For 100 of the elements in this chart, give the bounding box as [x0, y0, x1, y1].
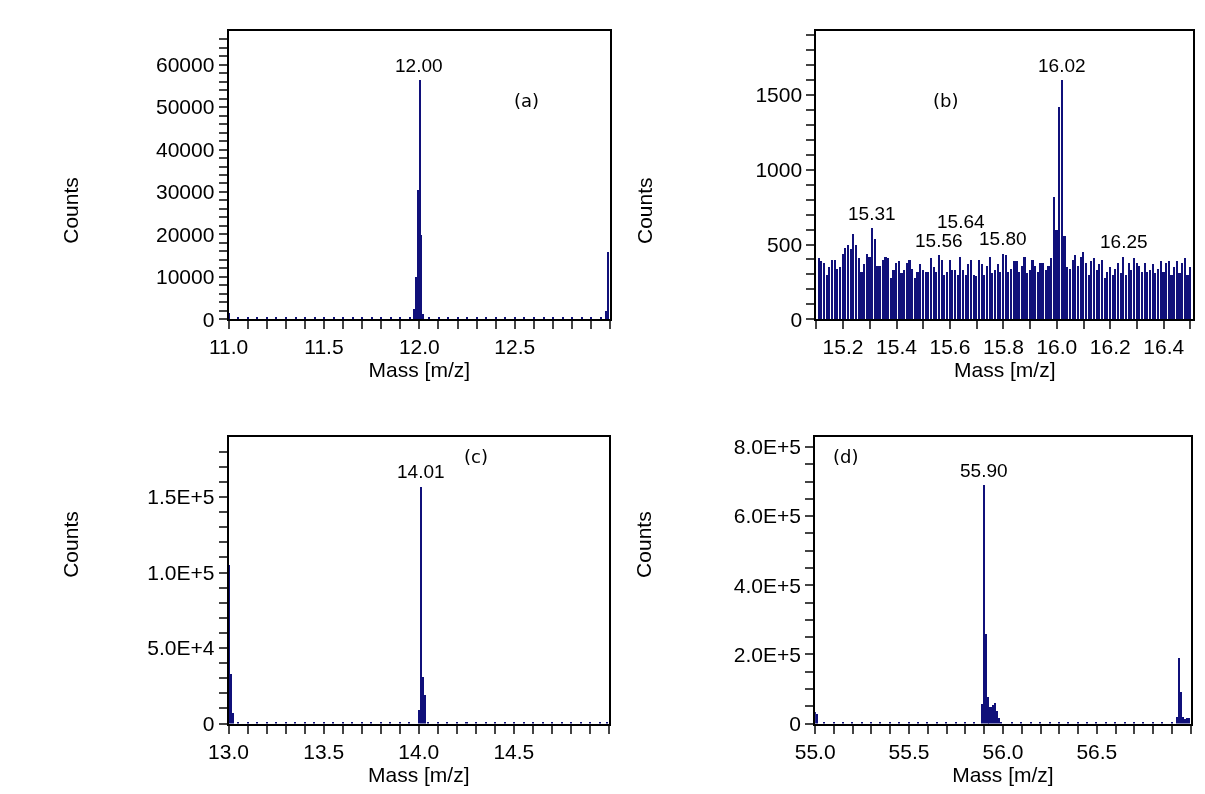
- bar: [898, 260, 901, 320]
- annotation: 14.01: [397, 461, 445, 482]
- x-axis-title: Mass [m/z]: [368, 358, 471, 382]
- bar: [1181, 262, 1184, 320]
- y-tick-label: 0: [789, 711, 801, 735]
- bar: [1031, 259, 1035, 320]
- x-axis-title: Mass [m/z]: [953, 358, 1056, 382]
- bar: [978, 259, 981, 320]
- x-tick-label: 15.6: [929, 335, 971, 359]
- bar: [1061, 79, 1064, 320]
- bar: [989, 256, 992, 320]
- bar: [871, 227, 874, 320]
- y-tick-label: 40000: [155, 137, 215, 161]
- y-tick-label: 1500: [755, 83, 803, 107]
- bar: [1072, 259, 1075, 320]
- bar: [1082, 251, 1085, 320]
- bar: [882, 259, 885, 320]
- bar: [967, 263, 970, 320]
- annotation: 16.02: [1038, 55, 1086, 76]
- y-tick-label: 0: [202, 307, 215, 331]
- x-tick-label: 14.5: [493, 739, 535, 763]
- bar: [847, 244, 850, 320]
- x-tick-label: 12.0: [398, 335, 440, 359]
- bar: [228, 564, 230, 724]
- y-axis-title: Counts: [58, 511, 82, 578]
- y-tick-label: 10000: [155, 265, 215, 289]
- bar: [1005, 254, 1008, 320]
- y-tick-label: 1.5E+5: [147, 485, 215, 509]
- bar: [997, 263, 1000, 320]
- bar: [820, 260, 823, 320]
- y-tick-label: 60000: [155, 53, 215, 77]
- bar: [1117, 262, 1120, 320]
- bar: [823, 262, 826, 320]
- y-tick-label: 30000: [155, 180, 215, 204]
- y-axis-title: Counts: [58, 177, 82, 244]
- x-tick-label: 13.0: [208, 739, 249, 763]
- y-tick-label: 1.0E+5: [147, 560, 215, 584]
- x-tick-label: 55.0: [794, 739, 836, 763]
- annotation: 15.31: [848, 203, 896, 224]
- annotation: 16.25: [1100, 231, 1148, 252]
- annotation: (c): [464, 446, 488, 467]
- x-tick-label: 11.0: [208, 335, 249, 359]
- bar: [1133, 257, 1136, 320]
- bar: [983, 484, 986, 724]
- bar: [852, 233, 855, 320]
- x-tick-label: 15.8: [982, 335, 1024, 359]
- bar: [1128, 262, 1131, 320]
- bar: [1002, 253, 1005, 320]
- annotation: (b): [933, 90, 959, 111]
- bar: [1101, 259, 1104, 320]
- bar: [981, 263, 984, 320]
- bar: [1189, 266, 1192, 320]
- bar: [906, 262, 909, 320]
- bar: [908, 259, 912, 320]
- bar: [959, 256, 962, 320]
- annotation: 12.00: [395, 55, 443, 76]
- bar: [1152, 263, 1155, 320]
- bar: [1184, 257, 1187, 320]
- bar: [1144, 262, 1147, 320]
- x-axis-title: Mass [m/z]: [367, 762, 470, 786]
- bar: [1023, 256, 1027, 320]
- bar: [1015, 260, 1019, 320]
- bar: [887, 257, 890, 320]
- y-tick-label: 500: [767, 232, 803, 256]
- bar: [919, 263, 922, 320]
- x-tick-label: 56.5: [1076, 739, 1118, 763]
- y-tick-label: 1000: [755, 158, 803, 182]
- x-tick-label: 12.5: [494, 335, 536, 359]
- bar: [895, 262, 898, 320]
- bar: [818, 257, 821, 320]
- bar: [1080, 256, 1083, 320]
- x-tick-label: 13.5: [303, 739, 345, 763]
- bar: [954, 269, 957, 320]
- annotation: (a): [514, 90, 540, 111]
- y-tick-label: 5.0E+4: [147, 636, 215, 660]
- bar: [930, 257, 933, 320]
- bar: [1074, 254, 1077, 320]
- x-tick-label: 15.4: [876, 335, 918, 359]
- bar: [941, 259, 944, 320]
- annotation: 55.90: [960, 460, 1008, 481]
- x-tick-label: 15.2: [822, 335, 864, 359]
- y-axis-title: Counts: [633, 177, 656, 244]
- y-tick-label: 20000: [155, 222, 215, 246]
- y-tick-label: 8.0E+5: [733, 435, 801, 459]
- bar: [1039, 262, 1043, 320]
- y-tick-label: 0: [202, 711, 215, 735]
- bar: [1042, 262, 1045, 320]
- x-tick-label: 14.0: [398, 739, 440, 763]
- y-tick-label: 50000: [155, 95, 215, 119]
- y-tick-label: 2.0E+5: [733, 642, 801, 666]
- y-tick-label: 0: [790, 307, 803, 331]
- bar: [1160, 260, 1163, 320]
- bar: [884, 256, 888, 320]
- bar: [1168, 260, 1171, 320]
- bar: [419, 486, 422, 724]
- x-tick-label: 56.0: [982, 739, 1024, 763]
- bar: [1109, 266, 1112, 320]
- bar: [831, 259, 834, 320]
- bar: [866, 253, 869, 320]
- bar: [606, 251, 609, 320]
